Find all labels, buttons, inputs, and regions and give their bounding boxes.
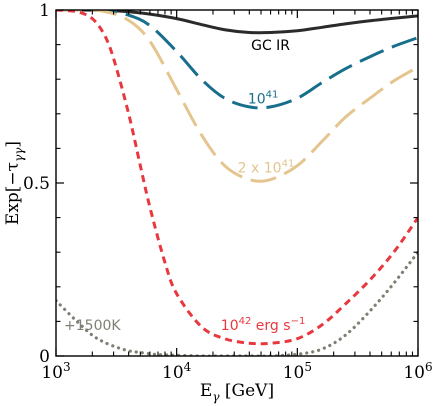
series-line-l2x41 [56,10,418,183]
x-tick-label: 104 [162,360,192,383]
series-line-l41 [56,10,418,110]
y-axis-title: Exp[−τγγ] [3,141,26,225]
annotation-k1500: +1500K [64,318,121,334]
x-tick-label: 105 [283,360,312,383]
ticks-layer: 103 104 105 106 0 0.5 1 [23,1,433,383]
x-tick-label: 106 [403,360,432,383]
annotation-l2x41: 2 x 1041 [238,159,295,177]
series-layer [56,10,418,356]
annotation-l42: 1042 erg s−1 [221,316,306,334]
series-line-l42 [56,10,418,346]
annotations-layer: GC IR 1041 2 x 1041 1042 erg s−1 +1500K [64,38,305,334]
y-tick-label: 0 [39,347,50,367]
x-axis-title: Eγ [GeV] [200,381,274,404]
annotation-gc-ir: GC IR [251,38,290,54]
series-line-k1500 [56,250,418,356]
y-tick-label: 1 [39,1,50,21]
y-tick-label: 0.5 [23,174,50,194]
annotation-l41: 1041 [248,89,279,107]
x-tick-label: 103 [41,360,70,383]
plot-frame [55,9,419,357]
